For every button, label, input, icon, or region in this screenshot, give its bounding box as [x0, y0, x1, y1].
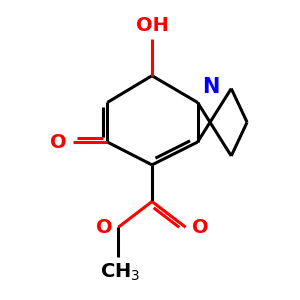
Text: N: N	[202, 77, 220, 98]
Text: CH$_3$: CH$_3$	[100, 262, 140, 283]
Text: O: O	[50, 133, 67, 152]
Text: O: O	[192, 218, 208, 237]
Text: OH: OH	[136, 16, 168, 35]
Text: O: O	[96, 218, 112, 237]
